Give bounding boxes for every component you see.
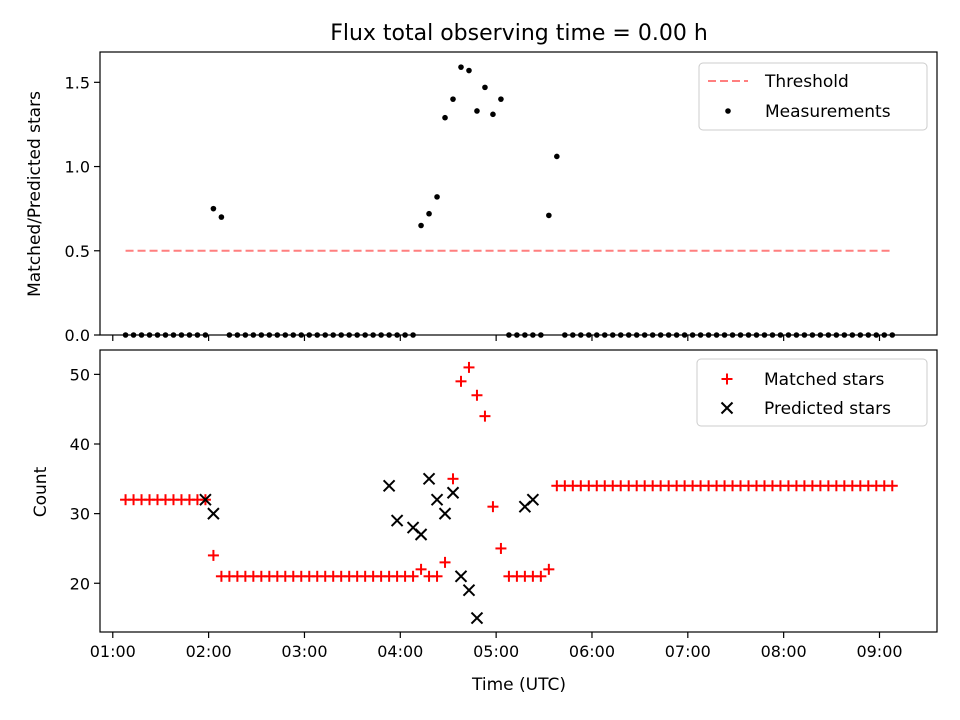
legend-predicted-swatch-b xyxy=(720,401,734,415)
measurement-point xyxy=(418,222,424,229)
measurement-point xyxy=(434,194,440,200)
predicted-star-point xyxy=(462,584,476,597)
matched-star-point xyxy=(535,570,547,582)
legend-matched-swatch xyxy=(721,373,733,385)
matched-star-point xyxy=(479,410,491,422)
measurement-point xyxy=(490,111,496,118)
predicted-star-point xyxy=(438,507,452,520)
predicted-star-point xyxy=(526,493,540,506)
legend-predicted-swatch xyxy=(720,401,734,415)
measurement-point xyxy=(458,64,464,70)
bottom-axes-frame xyxy=(99,349,938,633)
predicted-star-point xyxy=(390,514,404,527)
predicted-star-point xyxy=(207,507,220,520)
bottom-x-tick-label: 08:00 xyxy=(761,642,807,661)
predicted-star-point-b xyxy=(454,570,468,583)
bottom-x-tick-label: 02:00 xyxy=(186,642,232,661)
top-y-axis-label: Matched/Predicted stars xyxy=(25,91,45,297)
measurement-point xyxy=(218,214,225,220)
predicted-star-point xyxy=(470,611,484,625)
measurement-point xyxy=(482,84,488,91)
top-legend: Threshold Measurements xyxy=(698,62,928,131)
bottom-x-tick-label: 05:00 xyxy=(473,642,519,661)
bottom-panel: 20 30 40 50 01:00 02:00 03:00 04:00 05:00 06:00 07… xyxy=(70,349,938,661)
bottom-y-tick-label: 40 xyxy=(70,435,90,454)
legend-predicted-label: Predicted stars xyxy=(764,399,891,419)
matched-star-point xyxy=(487,501,499,513)
legend-measurements-label: Measurements xyxy=(765,102,891,122)
legend-threshold-label: Threshold xyxy=(764,72,849,92)
bottom-x-tick-label: 06:00 xyxy=(569,642,615,661)
bottom-legend-box xyxy=(696,358,928,427)
predicted-star-point xyxy=(454,570,468,583)
predicted-star-point-b xyxy=(207,507,220,520)
bottom-y-tick-label: 30 xyxy=(70,505,90,524)
matched-star-point xyxy=(407,570,419,582)
measurement-point xyxy=(498,96,504,102)
chart-title: Flux total observing time = 0.00 h xyxy=(330,21,708,46)
predicted-star-point-b xyxy=(470,611,484,625)
bottom-x-tick-label: 04:00 xyxy=(377,642,423,661)
top-legend-box xyxy=(698,62,928,131)
measurement-point xyxy=(426,210,432,217)
measurement-point xyxy=(554,153,560,160)
predicted-star-point-b xyxy=(199,493,212,506)
matched-star-point xyxy=(431,570,443,582)
bottom-y-tick-label: 50 xyxy=(70,365,90,384)
top-axes-frame xyxy=(99,51,938,336)
top-y-tick-label: 1.0 xyxy=(65,158,90,177)
legend-matched-label: Matched stars xyxy=(764,370,884,390)
matched-star-point xyxy=(439,556,451,568)
predicted-star-point xyxy=(446,486,460,499)
predicted-star-point xyxy=(199,493,212,506)
bottom-x-tick-label: 07:00 xyxy=(665,642,711,661)
matched-star-point xyxy=(495,542,507,554)
matched-star-point xyxy=(415,563,427,575)
top-y-tick-label: 1.5 xyxy=(65,73,90,92)
predicted-star-point-b xyxy=(422,472,436,486)
measurement-point xyxy=(474,108,480,114)
measurement-point xyxy=(546,212,552,219)
measurement-point xyxy=(442,114,448,121)
predicted-star-point-b xyxy=(414,528,428,541)
measurement-point xyxy=(210,205,217,212)
measurement-point xyxy=(466,67,472,74)
bottom-x-tick-label: 09:00 xyxy=(856,642,902,661)
top-y-tick-label: 0.5 xyxy=(65,242,90,261)
predicted-star-point-b xyxy=(390,514,404,527)
matched-star-point xyxy=(447,473,459,485)
predicted-star-point xyxy=(422,472,436,486)
matched-star-point xyxy=(463,361,475,373)
matched-star-point xyxy=(886,480,898,492)
predicted-star-point-b xyxy=(430,493,444,506)
bottom-x-tick-label: 01:00 xyxy=(90,642,136,661)
predicted-star-point-b xyxy=(526,493,540,506)
top-y-tick-label: 0.0 xyxy=(65,326,90,345)
matched-star-point xyxy=(543,563,555,575)
predicted-star-point-b xyxy=(438,507,452,520)
legend-measurements-swatch xyxy=(725,108,731,114)
predicted-star-point-b xyxy=(446,486,460,499)
measurement-point xyxy=(450,96,456,102)
predicted-star-point-b xyxy=(382,479,396,492)
bottom-x-tick-label: 03:00 xyxy=(281,642,327,661)
bottom-y-axis-label: Count xyxy=(31,466,51,517)
x-axis-label: Time (UTC) xyxy=(471,675,566,695)
matched-star-point xyxy=(471,389,483,401)
predicted-star-point xyxy=(414,528,428,541)
matched-star-point xyxy=(207,549,219,561)
predicted-star-point xyxy=(382,479,396,492)
predicted-star-point xyxy=(430,493,444,506)
bottom-legend: Matched stars Predicted stars xyxy=(696,358,928,427)
matched-star-point xyxy=(455,375,467,387)
predicted-star-point-b xyxy=(462,584,476,597)
predicted-star-point-b xyxy=(406,521,420,534)
bottom-y-tick-label: 20 xyxy=(70,574,90,593)
top-panel: 0.0 0.5 1.0 1.5 Threshold Measurements xyxy=(65,51,938,345)
